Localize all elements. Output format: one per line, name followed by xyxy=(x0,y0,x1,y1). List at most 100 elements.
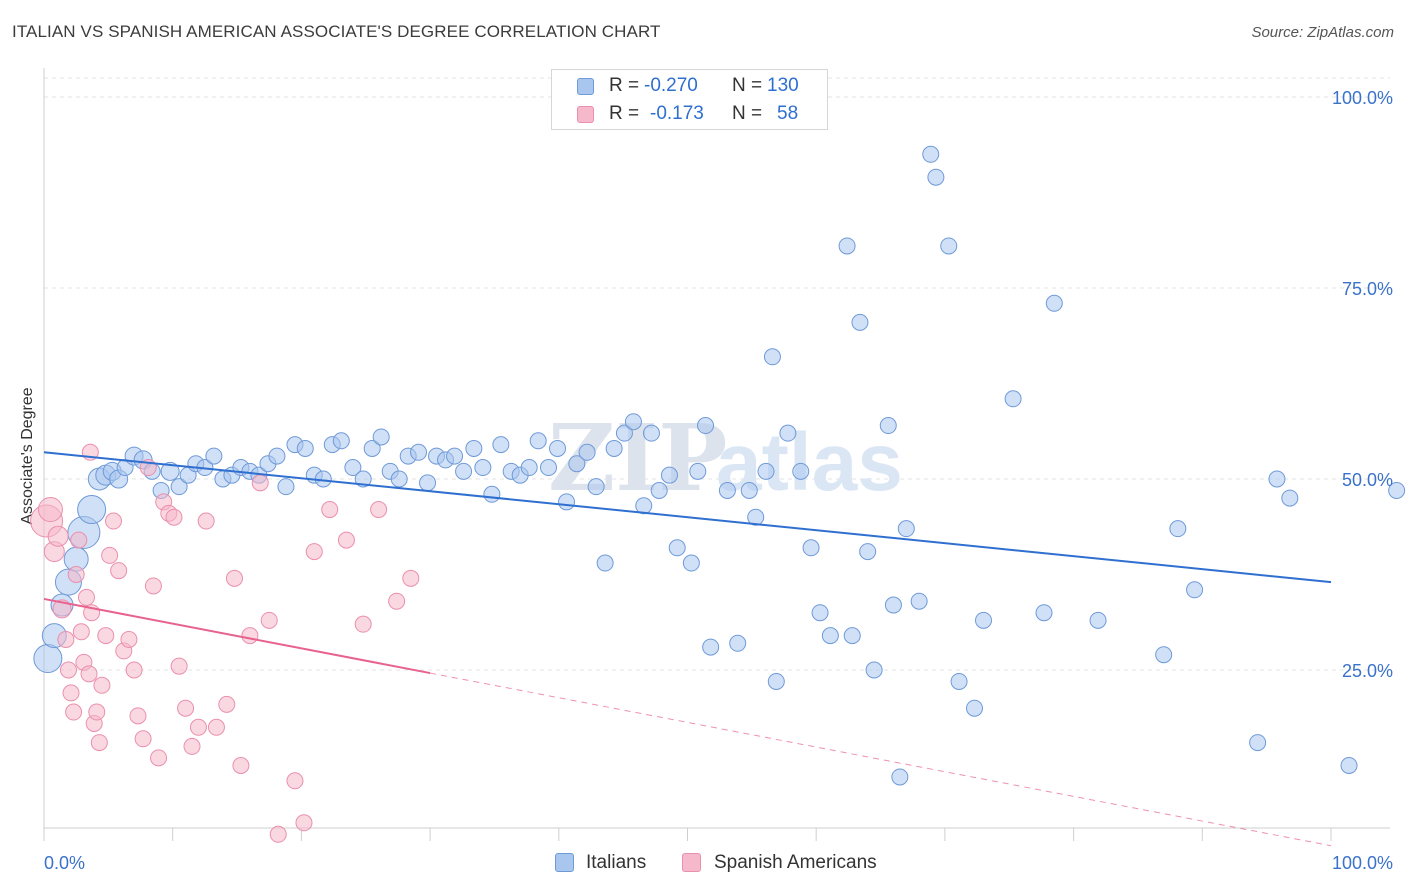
source-label: Source: ZipAtlas.com xyxy=(1251,24,1394,41)
legend-row-spanish: R = -0.173 N = 58 xyxy=(552,101,827,129)
italians-swatch xyxy=(577,78,594,95)
spanish-point xyxy=(65,703,83,721)
trend-lines xyxy=(43,451,1332,847)
italians-point xyxy=(160,461,180,481)
italians-point xyxy=(1045,294,1063,312)
italians-point xyxy=(410,443,428,461)
italians-point xyxy=(354,470,372,488)
spanish-point xyxy=(370,501,388,519)
italians-trend-line xyxy=(43,451,1332,584)
italians-point xyxy=(1155,646,1173,664)
italians-point xyxy=(966,699,984,717)
italians-point xyxy=(483,485,501,503)
bottom-italians-label: Italians xyxy=(586,852,647,873)
italians-point xyxy=(821,627,839,645)
spanish-point xyxy=(177,699,195,717)
italians-point xyxy=(568,455,586,473)
spanish-point xyxy=(207,718,225,736)
spanish-point xyxy=(295,814,313,832)
spanish-point xyxy=(189,718,207,736)
italians-points xyxy=(33,145,1406,786)
bottom-italians-swatch xyxy=(555,853,574,872)
italians-point xyxy=(205,447,223,465)
italians-point xyxy=(363,439,381,457)
italians-point xyxy=(757,462,775,480)
italians-point xyxy=(642,424,660,442)
italians-point xyxy=(446,447,464,465)
italians-point xyxy=(596,554,614,572)
bottom-spanish-swatch xyxy=(682,853,701,872)
italians-point xyxy=(624,413,642,431)
italians-point xyxy=(843,627,861,645)
italians-point xyxy=(689,462,707,480)
italians-point xyxy=(296,439,314,457)
spanish-point xyxy=(225,569,243,587)
spanish-point xyxy=(241,627,259,645)
spanish-point xyxy=(67,566,85,583)
italians-point xyxy=(1388,481,1406,499)
legend-row-italians: R = -0.270 N = 130 xyxy=(552,73,827,101)
spanish-trend-line xyxy=(43,597,431,675)
spanish-point xyxy=(402,569,420,587)
spanish-point xyxy=(183,737,201,755)
spanish-point xyxy=(305,543,323,561)
italians-point xyxy=(779,424,797,442)
italians-point xyxy=(615,424,633,442)
italians-point xyxy=(865,661,883,679)
spanish-point xyxy=(354,615,372,633)
spanish-point xyxy=(88,703,106,721)
italians-point xyxy=(879,417,897,435)
chart-title: ITALIAN VS SPANISH AMERICAN ASSOCIATE'S … xyxy=(12,22,661,41)
italians-point xyxy=(891,768,909,786)
italians-point xyxy=(170,478,188,496)
spanish-point xyxy=(125,661,143,679)
italians-point xyxy=(702,638,720,656)
italians-point xyxy=(682,554,700,572)
y-tick-labels: 25.0% 50.0% 75.0% 100.0% xyxy=(1332,88,1393,681)
spanish-point xyxy=(77,588,95,606)
italians-point xyxy=(851,313,869,331)
italians-point xyxy=(390,470,408,488)
italians-point xyxy=(940,237,958,255)
spanish-point xyxy=(104,512,122,530)
spanish-point xyxy=(37,497,63,523)
italians-point xyxy=(558,493,576,511)
italians-point xyxy=(520,459,538,477)
spanish-point xyxy=(144,577,162,595)
spanish-point xyxy=(269,825,287,843)
correlation-legend: R = -0.270 N = 130 R = -0.173 N = 58 xyxy=(551,69,828,130)
italians-point xyxy=(455,462,473,480)
italians-point xyxy=(1281,489,1299,507)
italians-point xyxy=(697,417,715,435)
italians-point xyxy=(1340,757,1358,774)
spanish-point xyxy=(165,508,183,526)
italians-point xyxy=(372,428,390,446)
spanish-point xyxy=(260,611,278,629)
italians-point xyxy=(605,439,623,457)
spanish-point xyxy=(170,657,188,675)
spanish-point xyxy=(57,630,75,648)
italians-point xyxy=(927,168,945,186)
watermark: ZIP atlas xyxy=(548,404,903,512)
legend-n-label: N = xyxy=(732,75,763,96)
spanish-points xyxy=(30,443,420,843)
y-tick-label: 100.0% xyxy=(1332,88,1393,108)
italians-point xyxy=(910,592,928,610)
italians-point xyxy=(1035,604,1053,622)
spanish-point xyxy=(52,599,72,619)
legend-r-value-italians: -0.270 xyxy=(644,75,698,96)
italians-point xyxy=(729,634,747,652)
italians-point xyxy=(740,481,758,499)
italians-point xyxy=(802,539,820,557)
spanish-point xyxy=(150,749,168,767)
italians-point xyxy=(540,459,558,477)
italians-point xyxy=(1004,390,1022,408)
italians-point xyxy=(1249,734,1267,752)
italians-point xyxy=(465,439,483,457)
italians-point xyxy=(975,611,993,629)
italians-point xyxy=(277,478,295,496)
italians-point xyxy=(859,543,877,561)
spanish-point xyxy=(197,512,215,530)
bottom-spanish-label: Spanish Americans xyxy=(714,852,877,873)
italians-point xyxy=(268,447,286,465)
